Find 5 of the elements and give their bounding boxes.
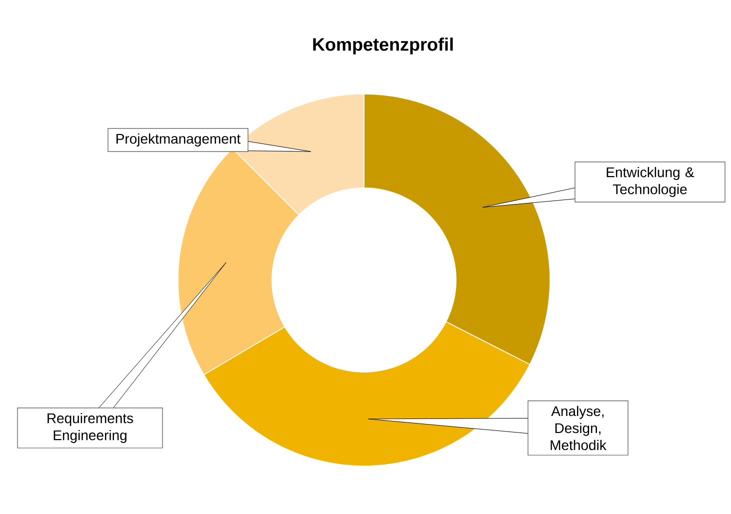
slice-label: Requirements Engineering — [48, 412, 134, 444]
slice-label: Analyse, Design, Methodik — [550, 406, 606, 450]
chart-title: Kompetenzprofil — [313, 38, 453, 54]
slice-label: Entwicklung & Technologie — [606, 166, 694, 198]
slice-label: Projektmanagement — [116, 133, 241, 147]
